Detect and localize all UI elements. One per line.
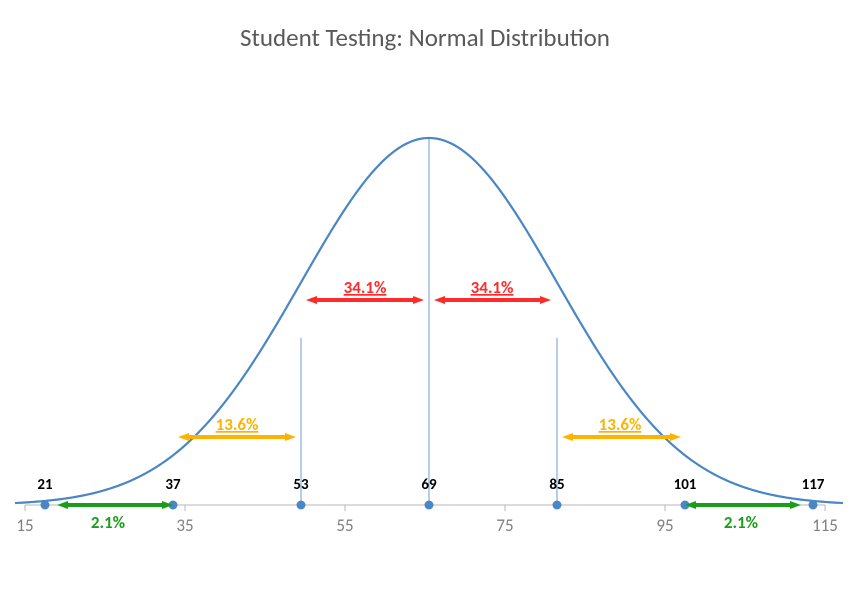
percent-label: 13.6% bbox=[599, 414, 642, 435]
percent-label: 34.1% bbox=[471, 277, 514, 298]
percent-label: 2.1% bbox=[91, 512, 125, 533]
normal-distribution-chart: 15 35 55 75 95 115 21 37 53 69 85 101 117 2.1% 13.6% 34… bbox=[0, 0, 850, 599]
sd-value-label: 37 bbox=[165, 476, 181, 494]
percent-label: 2.1% bbox=[724, 512, 758, 533]
sd-value-label: 85 bbox=[549, 476, 564, 494]
x-axis-tick-label: 115 bbox=[812, 515, 838, 536]
sd-marker bbox=[809, 501, 818, 510]
range-arrow bbox=[57, 501, 173, 509]
x-axis-tick-label: 35 bbox=[176, 515, 193, 536]
sd-marker bbox=[41, 501, 50, 510]
sd-marker bbox=[425, 501, 434, 510]
range-arrow bbox=[685, 501, 801, 509]
chart-title: Student Testing: Normal Distribution bbox=[0, 22, 850, 53]
sd-marker bbox=[553, 501, 562, 510]
sd-marker bbox=[297, 501, 306, 510]
sd-value-label: 69 bbox=[421, 476, 437, 494]
percent-label: 34.1% bbox=[344, 277, 387, 298]
sd-value-label: 117 bbox=[802, 476, 825, 494]
x-axis-tick-label: 55 bbox=[336, 515, 353, 536]
percent-label: 13.6% bbox=[216, 414, 259, 435]
sd-value-label: 53 bbox=[293, 476, 309, 494]
x-axis-tick-label: 15 bbox=[16, 515, 33, 536]
x-axis-tick-label: 75 bbox=[496, 515, 513, 536]
sd-value-label: 101 bbox=[674, 476, 697, 494]
sd-value-label: 21 bbox=[37, 476, 53, 494]
x-axis-tick-label: 95 bbox=[656, 515, 673, 536]
